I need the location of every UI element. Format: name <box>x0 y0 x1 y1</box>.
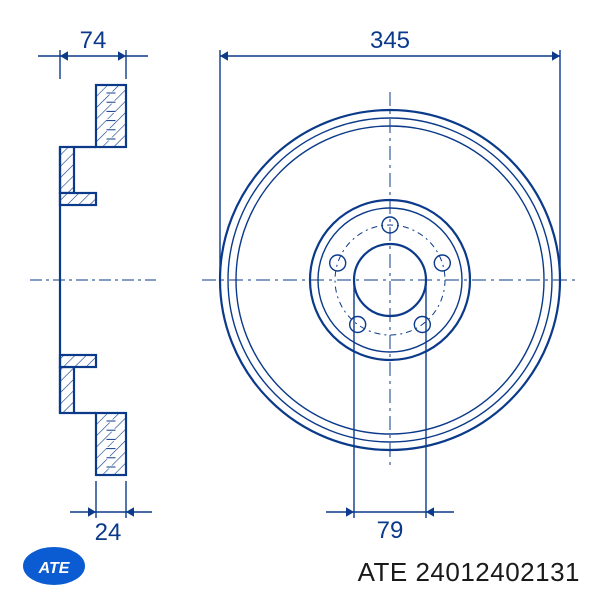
side-view <box>30 85 156 475</box>
part-number: ATE 24012402131 <box>358 557 580 588</box>
dim-overall-width: 74 <box>80 27 107 54</box>
dim-hub-bore: 79 <box>377 517 404 544</box>
svg-text:ATE: ATE <box>38 560 71 577</box>
dim-outer-diameter: 345 <box>370 27 410 54</box>
dim-rotor-thickness: 24 <box>95 519 122 546</box>
ate-logo: ATE <box>20 544 88 588</box>
front-view <box>202 92 578 468</box>
footer: ATE 24012402131 <box>358 557 580 588</box>
